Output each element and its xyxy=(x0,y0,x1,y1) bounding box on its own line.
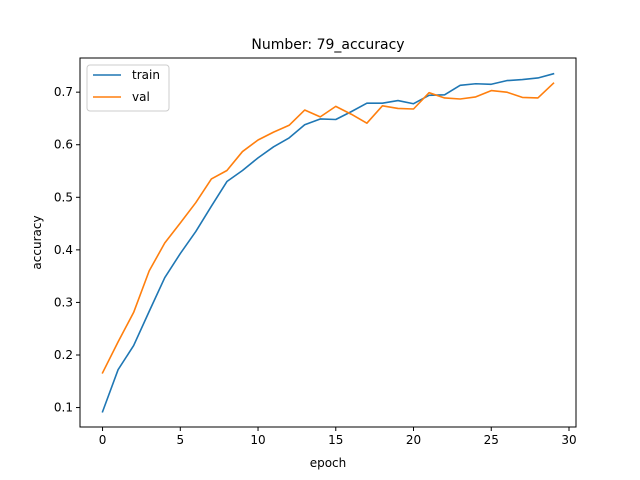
y-tick-label: 0.1 xyxy=(54,401,73,415)
legend-label-val: val xyxy=(132,90,150,104)
x-tick-label: 5 xyxy=(176,433,184,447)
x-tick-label: 30 xyxy=(561,433,576,447)
x-tick-label: 15 xyxy=(328,433,343,447)
x-axis-label: epoch xyxy=(310,456,347,470)
y-tick-label: 0.2 xyxy=(54,348,73,362)
x-tick-label: 0 xyxy=(99,433,107,447)
y-axis-label: accuracy xyxy=(30,215,44,269)
y-tick-label: 0.4 xyxy=(54,243,73,257)
chart-title: Number: 79_accuracy xyxy=(251,37,404,53)
legend: train val xyxy=(86,64,170,112)
y-tick-label: 0.7 xyxy=(54,85,73,99)
legend-label-train: train xyxy=(132,68,160,82)
plot-frame xyxy=(79,57,577,428)
series-layer xyxy=(101,72,555,413)
legend-box xyxy=(86,64,170,112)
series-line-train xyxy=(101,72,555,413)
y-axis: 0.1 0.2 0.3 0.4 0.5 0.6 0.7 xyxy=(54,85,80,415)
series-line-val xyxy=(101,82,555,374)
y-tick-label: 0.6 xyxy=(54,138,73,152)
y-tick-label: 0.3 xyxy=(54,295,73,309)
y-tick-label: 0.5 xyxy=(54,190,73,204)
x-tick-label: 20 xyxy=(406,433,421,447)
x-tick-label: 10 xyxy=(250,433,265,447)
x-axis: 0 5 10 15 20 25 30 xyxy=(99,427,577,447)
x-tick-label: 25 xyxy=(484,433,499,447)
